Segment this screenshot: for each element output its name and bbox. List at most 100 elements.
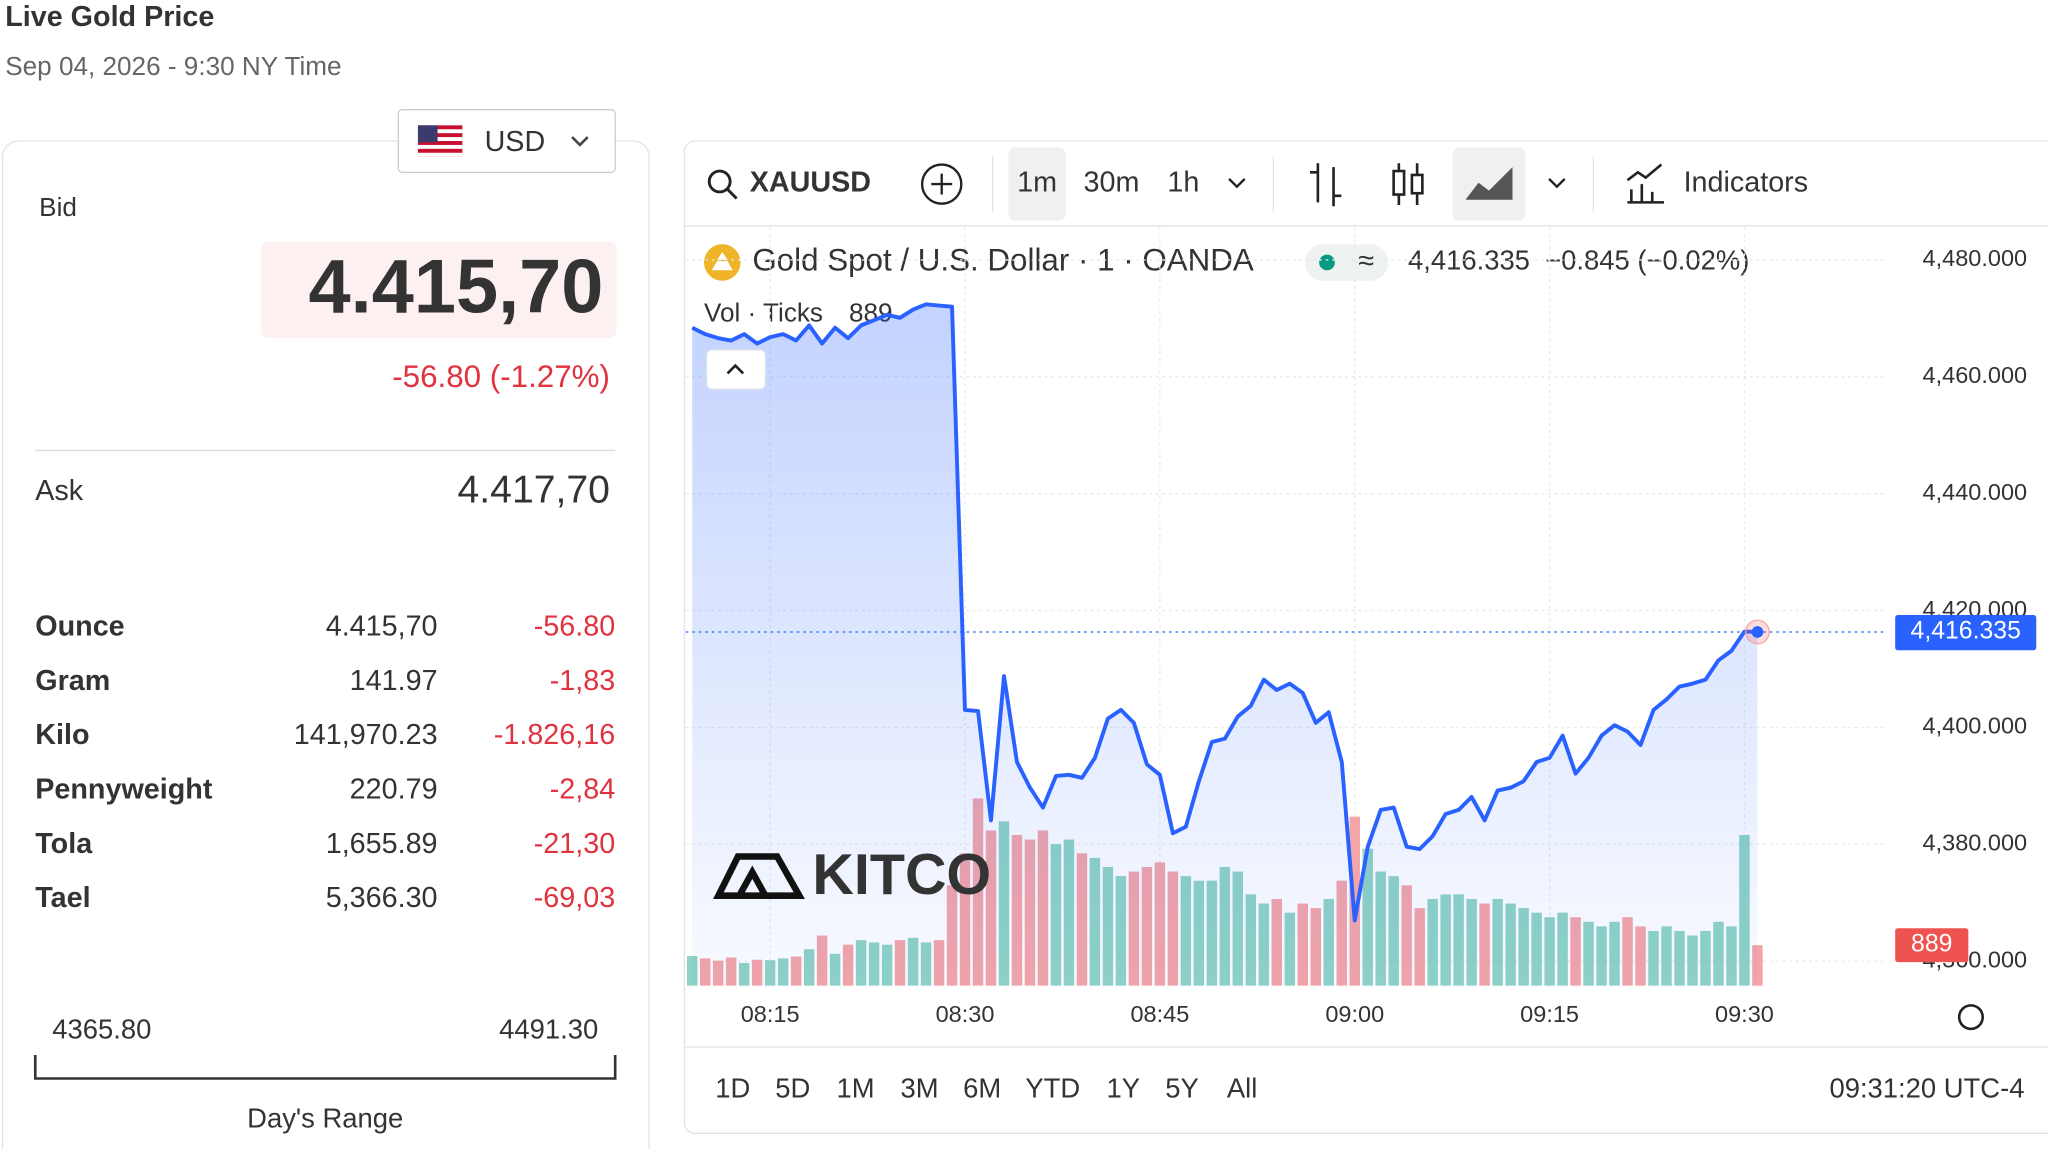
search-icon[interactable]: [707, 169, 732, 194]
legend-price: 4,416.335: [1408, 245, 1530, 276]
x-tick-label: 09:00: [1325, 1001, 1384, 1027]
flag-canton: [417, 125, 438, 143]
x-tick-label: 08:30: [936, 1001, 995, 1027]
unit-change: -2,84: [550, 774, 615, 806]
chart-title: Gold Spot / U.S. Dollar · 1 · OANDA: [752, 243, 1254, 278]
x-tick-label: 09:15: [1520, 1001, 1579, 1027]
range-button[interactable]: 3M: [900, 1072, 938, 1103]
bars-icon[interactable]: [1310, 163, 1342, 207]
unit-price: 1,655.89: [326, 828, 438, 860]
metal-unit: Ounce: [35, 611, 124, 643]
style-menu[interactable]: [1548, 178, 1566, 189]
x-tick-label: 08:15: [741, 1001, 800, 1027]
bid-label: Bid: [39, 192, 77, 222]
candle: [1392, 169, 1406, 196]
chart-panel: [683, 140, 2048, 1134]
y-tick-label: 4,460.000: [1923, 362, 2028, 388]
y-tick-label: 4,480.000: [1923, 245, 2028, 271]
range-high: 4491.30: [499, 1014, 598, 1045]
range-button[interactable]: All: [1227, 1072, 1257, 1103]
interval-button[interactable]: 1h: [1167, 167, 1199, 199]
range-bar: [33, 1054, 617, 1080]
area-icon[interactable]: [1465, 167, 1513, 200]
toolbar: XAUUSD 1m 30m 1h Indicators: [707, 147, 1809, 221]
flag-stripe: [417, 137, 463, 142]
range-bar: 1D 5D 1M 3M 6M YTD 1Y 5Y All: [715, 1072, 1257, 1103]
range-button[interactable]: 5Y: [1165, 1072, 1199, 1103]
currency-select[interactable]: USD: [397, 109, 616, 174]
unit-price: 141,970.23: [294, 719, 438, 751]
metal-unit: Tola: [35, 828, 93, 860]
bid-price: 4.415,70: [309, 244, 604, 329]
indicators-icon[interactable]: [1626, 163, 1664, 204]
range-label: Day's Range: [247, 1103, 403, 1134]
flag-stripe: [417, 152, 463, 157]
chevron: [571, 136, 589, 147]
timestamp: Sep 04, 2026 - 9:30 NY Time: [5, 51, 341, 81]
range-button[interactable]: YTD: [1025, 1072, 1080, 1103]
unit-change: -56.80: [534, 611, 615, 643]
unit-price: 141.97: [350, 665, 438, 697]
active-style: [1452, 147, 1526, 221]
y-tick-label: 4,380.000: [1923, 830, 2028, 856]
ask-label: Ask: [35, 475, 84, 507]
unit-price: 220.79: [350, 774, 438, 806]
kitco-logo: [713, 853, 805, 899]
x-tick-label: 08:45: [1130, 1001, 1189, 1027]
ask-price: 4.417,70: [458, 469, 610, 512]
price-area: [692, 304, 1758, 986]
collapse-chevron: [726, 363, 745, 375]
plot-area: [686, 302, 1763, 986]
volume-title: Vol · Ticks: [704, 298, 823, 328]
metal-unit: Gram: [35, 665, 110, 697]
indicators-button[interactable]: Indicators: [1684, 167, 1809, 199]
collapse-button[interactable]: [705, 349, 767, 390]
unit-change: -69,03: [534, 882, 615, 914]
range-button[interactable]: 1Y: [1106, 1072, 1140, 1103]
clock: 09:31:20 UTC-4: [1829, 1072, 2024, 1103]
range-button[interactable]: 1D: [715, 1072, 750, 1103]
active-interval: [1008, 147, 1066, 221]
metal-unit: Pennyweight: [35, 774, 213, 806]
range-button[interactable]: 1M: [836, 1072, 874, 1103]
status-badge: [1304, 244, 1389, 281]
price-label-bg: [1895, 615, 2037, 651]
currency[interactable]: USD: [485, 126, 546, 158]
page-title: Live Gold Price: [5, 1, 214, 33]
candle: [1410, 173, 1424, 195]
range-button[interactable]: 6M: [963, 1072, 1001, 1103]
watermark: KITCO: [713, 843, 991, 907]
bid-change: -56.80 (-1.27%): [392, 359, 610, 394]
volume-label: 889: [1911, 931, 1952, 958]
metal-unit: Tael: [35, 882, 90, 914]
market-open-dot: [1319, 254, 1335, 271]
unit-change: -1.826,16: [494, 719, 615, 751]
flag-stripe: [417, 129, 463, 134]
compare-button[interactable]: [920, 163, 963, 205]
kitco-text: KITCO: [812, 843, 991, 907]
search-icon-handle: [726, 188, 738, 200]
volume-label-bg: [1895, 928, 1969, 963]
price-line: [691, 302, 1758, 923]
range-button[interactable]: 5D: [775, 1072, 810, 1103]
interval-button[interactable]: 30m: [1084, 167, 1140, 199]
delay-icon: ≈: [1358, 245, 1374, 277]
unit-change: -1,83: [550, 665, 615, 697]
price-table: Ounce 4.415,70 -56.80 Gram 141.97 -1,83 Kilo 14…: [35, 611, 615, 915]
symbol[interactable]: XAUUSD: [750, 167, 871, 199]
bid-box: [261, 241, 617, 339]
plus: [931, 173, 953, 195]
flag-stripe: [417, 144, 463, 149]
volume-bar: [686, 956, 698, 986]
legend: Gold Spot / U.S. Dollar · 1 · OANDA ≈ 4,…: [704, 243, 1749, 328]
range-low: 4365.80: [52, 1014, 151, 1045]
y-tick-label: 4,440.000: [1923, 479, 2028, 505]
interval-button[interactable]: 1m: [1017, 167, 1057, 199]
interval-menu[interactable]: [1228, 178, 1246, 189]
metal-unit: Kilo: [35, 719, 89, 751]
plot: 08:15 08:30 08:45 09:00 09:15 09:30 4,480.000 4…: [685, 227, 2037, 1027]
quote-panel: [1, 140, 650, 1149]
settings-icon[interactable]: [1957, 1004, 1984, 1031]
